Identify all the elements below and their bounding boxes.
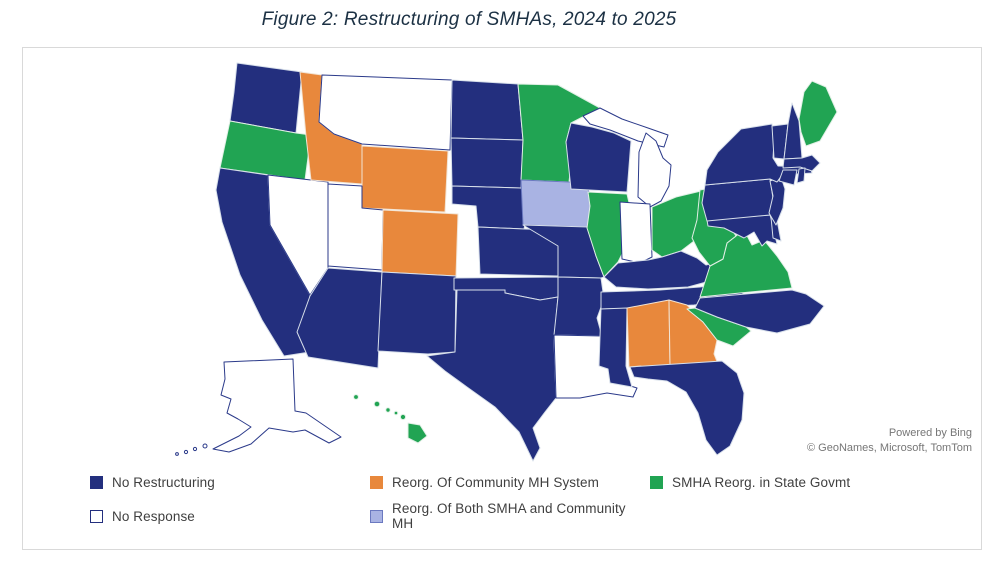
state-sd[interactable] (450, 137, 524, 189)
ak-aleutian-island[interactable] (202, 443, 208, 449)
state-wi[interactable] (565, 122, 632, 193)
state-ar[interactable] (553, 276, 605, 337)
hi-island[interactable] (353, 394, 359, 400)
state-tx[interactable] (426, 289, 559, 462)
ak-aleutian-island[interactable] (183, 449, 189, 455)
state-fl[interactable] (629, 360, 745, 456)
state-ne[interactable] (451, 185, 530, 230)
hi-island[interactable] (393, 410, 399, 416)
legend-item-no-response: No Response (90, 509, 370, 524)
legend-item-smha-state-govt: SMHA Reorg. in State Govmt (650, 475, 850, 490)
legend-item-community-mh: Reorg. Of Community MH System (370, 475, 650, 490)
hi-island[interactable] (399, 413, 407, 421)
legend-row-2: No Response Reorg. Of Both SMHA and Comm… (90, 501, 900, 531)
hi-big-island[interactable] (407, 422, 428, 444)
legend-item-both: Reorg. Of Both SMHA and Community MH (370, 501, 650, 531)
state-nh[interactable] (783, 102, 803, 160)
state-ri[interactable] (796, 167, 806, 184)
legend-swatch-community-mh (370, 475, 383, 489)
legend-swatch-no-response (90, 509, 103, 523)
state-nm[interactable] (377, 271, 457, 355)
state-ak[interactable] (212, 358, 342, 453)
legend-swatch-smha-state-govt (650, 475, 663, 489)
ak-aleutian-island[interactable] (175, 452, 179, 456)
state-pa[interactable] (701, 178, 774, 222)
hi-island[interactable] (373, 400, 381, 408)
state-me[interactable] (798, 80, 838, 147)
map-attribution-powered-by: Powered by Bing (888, 427, 972, 439)
state-wy[interactable] (361, 145, 449, 213)
map-attribution-copyright: © GeoNames, Microsoft, TomTom (807, 442, 972, 454)
state-co[interactable] (381, 209, 459, 277)
state-nd[interactable] (450, 79, 524, 141)
ak-aleutian-island[interactable] (192, 446, 198, 452)
state-nc[interactable] (694, 289, 825, 334)
legend-item-no-restructuring: No Restructuring (90, 475, 370, 490)
legend-label-both: Reorg. Of Both SMHA and Community MH (392, 501, 626, 531)
legend: No Restructuring Reorg. Of Community MH … (90, 470, 900, 538)
legend-label-no-response: No Response (112, 508, 195, 524)
chart-title: Figure 2: Restructuring of SMHAs, 2024 t… (261, 9, 677, 30)
legend-swatch-both (370, 509, 383, 523)
legend-label-smha-state-govt: SMHA Reorg. in State Govmt (672, 474, 851, 490)
states-group (175, 62, 838, 462)
state-ma[interactable] (782, 154, 821, 172)
state-nj[interactable] (768, 176, 786, 226)
legend-swatch-no-restructuring (90, 475, 103, 489)
state-ct[interactable] (778, 169, 798, 186)
state-in[interactable] (619, 201, 653, 264)
legend-label-no-restructuring: No Restructuring (112, 474, 215, 490)
hi-island[interactable] (385, 407, 391, 413)
state-mi-lower[interactable] (637, 132, 672, 208)
legend-label-community-mh: Reorg. Of Community MH System (392, 474, 599, 490)
state-ms[interactable] (598, 307, 633, 388)
legend-row-1: No Restructuring Reorg. Of Community MH … (90, 470, 900, 494)
